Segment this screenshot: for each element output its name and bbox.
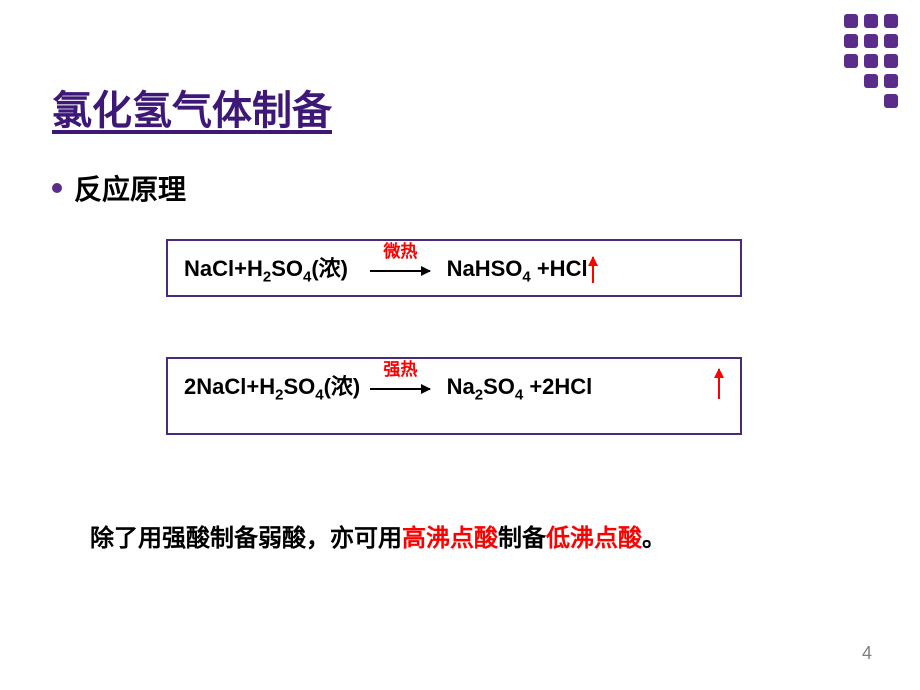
eq2-product: Na2SO4 +2HCl — [447, 374, 593, 399]
bullet-icon — [52, 183, 62, 193]
footer-note: 除了用强酸制备弱酸，亦可用高沸点酸制备低沸点酸。 — [90, 518, 666, 553]
eq1-product: NaHSO4 +HCl — [447, 256, 588, 281]
eq1-reactant: NaCl+H2SO4(浓) — [184, 256, 348, 281]
eq2-reactant: 2NaCl+H2SO4(浓) — [184, 374, 360, 399]
reaction-arrow-2: 强热 — [370, 375, 430, 401]
condition-label-2: 强热 — [383, 355, 417, 380]
reaction-arrow-1: 微热 — [370, 257, 430, 283]
page-number: 4 — [862, 643, 872, 664]
corner-decoration — [844, 14, 898, 108]
gas-arrow-1 — [592, 257, 594, 283]
equation-box-2: 2NaCl+H2SO4(浓) 强热 Na2SO4 +2HCl — [166, 357, 742, 435]
slide-title: 氯化氢气体制备 — [52, 78, 332, 136]
condition-label-1: 微热 — [383, 237, 417, 262]
gas-arrow-2 — [718, 369, 720, 399]
equation-box-1: NaCl+H2SO4(浓) 微热 NaHSO4 +HCl — [166, 239, 742, 297]
bullet-label: 反应原理 — [74, 168, 186, 208]
bullet-item: 反应原理 — [52, 168, 186, 208]
